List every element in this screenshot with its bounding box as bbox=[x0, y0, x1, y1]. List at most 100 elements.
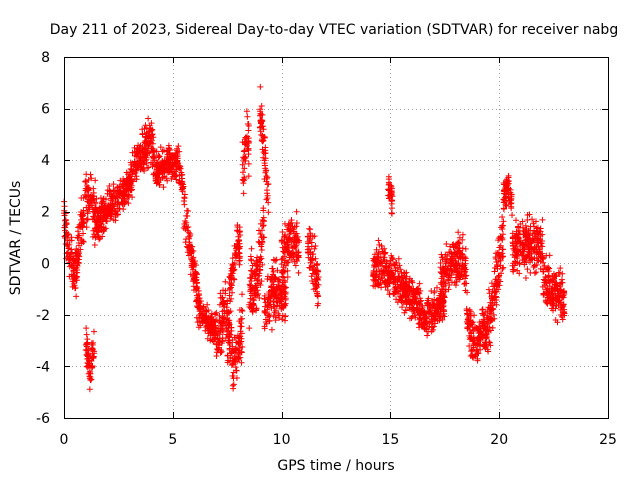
data-point bbox=[524, 266, 531, 273]
data-point bbox=[239, 291, 246, 298]
data-point bbox=[196, 295, 203, 302]
data-point bbox=[559, 270, 566, 277]
data-point bbox=[83, 204, 90, 211]
data-point bbox=[409, 313, 416, 320]
data-point bbox=[434, 301, 441, 308]
data-point bbox=[74, 261, 81, 268]
data-point bbox=[479, 321, 486, 328]
data-point bbox=[552, 317, 559, 324]
data-point bbox=[272, 317, 279, 324]
data-point bbox=[74, 228, 81, 235]
data-point bbox=[245, 127, 252, 134]
data-point bbox=[228, 350, 235, 357]
data-point bbox=[403, 282, 410, 289]
data-point bbox=[497, 262, 504, 269]
data-point bbox=[543, 299, 550, 306]
data-point bbox=[560, 301, 567, 308]
data-point bbox=[237, 328, 244, 335]
data-point bbox=[279, 229, 286, 236]
data-point bbox=[249, 284, 256, 291]
data-point bbox=[308, 273, 315, 280]
data-point bbox=[454, 269, 461, 276]
data-point bbox=[74, 247, 81, 254]
data-point bbox=[370, 282, 377, 289]
data-point bbox=[144, 150, 151, 157]
data-point bbox=[133, 148, 140, 155]
data-point bbox=[260, 134, 267, 141]
data-point bbox=[237, 323, 244, 330]
data-point bbox=[486, 339, 493, 346]
data-point bbox=[540, 291, 547, 298]
data-point bbox=[91, 231, 98, 238]
data-point bbox=[247, 253, 254, 260]
data-point bbox=[417, 315, 424, 322]
data-point bbox=[77, 246, 84, 253]
data-point bbox=[90, 354, 97, 361]
data-point bbox=[248, 245, 255, 252]
data-point bbox=[97, 220, 104, 227]
data-point bbox=[440, 299, 447, 306]
data-point bbox=[286, 249, 293, 256]
data-point bbox=[533, 249, 540, 256]
data-point bbox=[85, 353, 92, 360]
data-point bbox=[522, 275, 529, 282]
data-point bbox=[114, 205, 121, 212]
data-point bbox=[267, 293, 274, 300]
data-point bbox=[213, 352, 220, 359]
data-point bbox=[487, 318, 494, 325]
data-point bbox=[144, 140, 151, 147]
data-point bbox=[397, 266, 404, 273]
data-point bbox=[314, 260, 321, 267]
data-point bbox=[119, 199, 126, 206]
data-point bbox=[227, 275, 234, 282]
data-point bbox=[257, 117, 264, 124]
data-point bbox=[486, 324, 493, 331]
data-point bbox=[406, 305, 413, 312]
data-point bbox=[293, 237, 300, 244]
data-point bbox=[168, 175, 175, 182]
data-point bbox=[505, 174, 512, 181]
data-point bbox=[119, 192, 126, 199]
data-point bbox=[166, 147, 173, 154]
data-point bbox=[539, 243, 546, 250]
data-point bbox=[445, 286, 452, 293]
data-point bbox=[265, 180, 272, 187]
data-point bbox=[194, 279, 201, 286]
data-point bbox=[108, 211, 115, 218]
data-point bbox=[311, 245, 318, 252]
data-point bbox=[434, 313, 441, 320]
data-point bbox=[432, 307, 439, 314]
data-point bbox=[258, 246, 265, 253]
data-point bbox=[88, 340, 95, 347]
data-point bbox=[377, 280, 384, 287]
data-point bbox=[129, 194, 136, 201]
data-point bbox=[535, 230, 542, 237]
data-point bbox=[531, 223, 538, 230]
data-point bbox=[153, 159, 160, 166]
data-point bbox=[474, 350, 481, 357]
data-point bbox=[214, 328, 221, 335]
data-point bbox=[488, 306, 495, 313]
data-point bbox=[181, 195, 188, 202]
data-point bbox=[312, 266, 319, 273]
data-point bbox=[421, 319, 428, 326]
data-point bbox=[73, 264, 80, 271]
data-point bbox=[278, 305, 285, 312]
data-point bbox=[240, 169, 247, 176]
data-point bbox=[499, 236, 506, 243]
data-point bbox=[204, 325, 211, 332]
data-point bbox=[209, 318, 216, 325]
data-point bbox=[236, 257, 243, 264]
data-point bbox=[459, 263, 466, 270]
data-point bbox=[547, 277, 554, 284]
data-point bbox=[258, 103, 265, 110]
data-point bbox=[430, 326, 437, 333]
data-point bbox=[163, 175, 170, 182]
data-point bbox=[247, 295, 254, 302]
data-point bbox=[220, 315, 227, 322]
data-point bbox=[218, 347, 225, 354]
data-point bbox=[236, 258, 243, 265]
data-point bbox=[543, 252, 550, 259]
data-point bbox=[466, 343, 473, 350]
data-point bbox=[216, 312, 223, 319]
